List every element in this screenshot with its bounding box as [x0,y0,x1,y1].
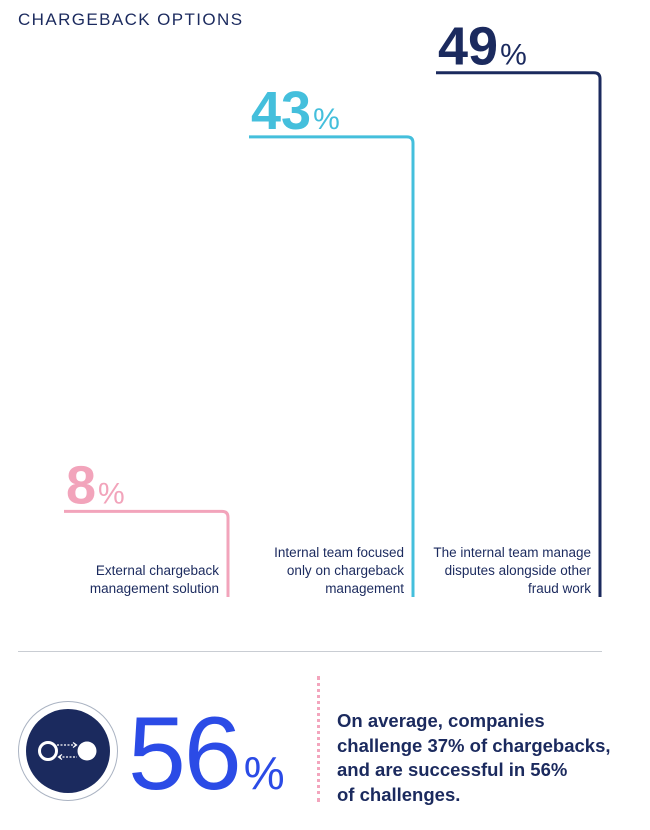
bar-value-label: 49% [438,17,527,77]
bar-value-label: 43% [251,81,340,141]
bar-category-label: The internal team manage disputes alongsi… [433,545,591,596]
highlight-stat: 56 % [128,694,285,806]
bar-mark [436,71,602,597]
bar-mark [64,509,230,597]
statement-line: challenge 37% of chargebacks, [337,734,611,756]
bar-category-label: External chargeback management solution [90,563,219,596]
chart-title: CHARGEBACK OPTIONS [18,10,244,29]
highlight-badge [18,701,118,801]
highlight-value: 56 [128,696,242,812]
statement-line: and are successful in 56% [337,759,568,780]
toggle-arrows-icon [38,741,97,761]
dotted-separator [317,676,320,802]
highlight-statement: On average, companies challenge 37% of c… [337,709,627,807]
statement-line: On average, companies [337,710,545,731]
statement-line: of challenges. [337,783,461,805]
bar-mark [249,135,415,597]
bar-category-label: Internal team focused only on chargeback m… [274,545,404,596]
bar-value-label: 8% [66,455,125,515]
highlight-unit: % [243,747,285,799]
section-divider [18,651,602,652]
bar-chart: 8% External chargeback management solution… [64,17,602,597]
badge-circle [26,709,110,793]
